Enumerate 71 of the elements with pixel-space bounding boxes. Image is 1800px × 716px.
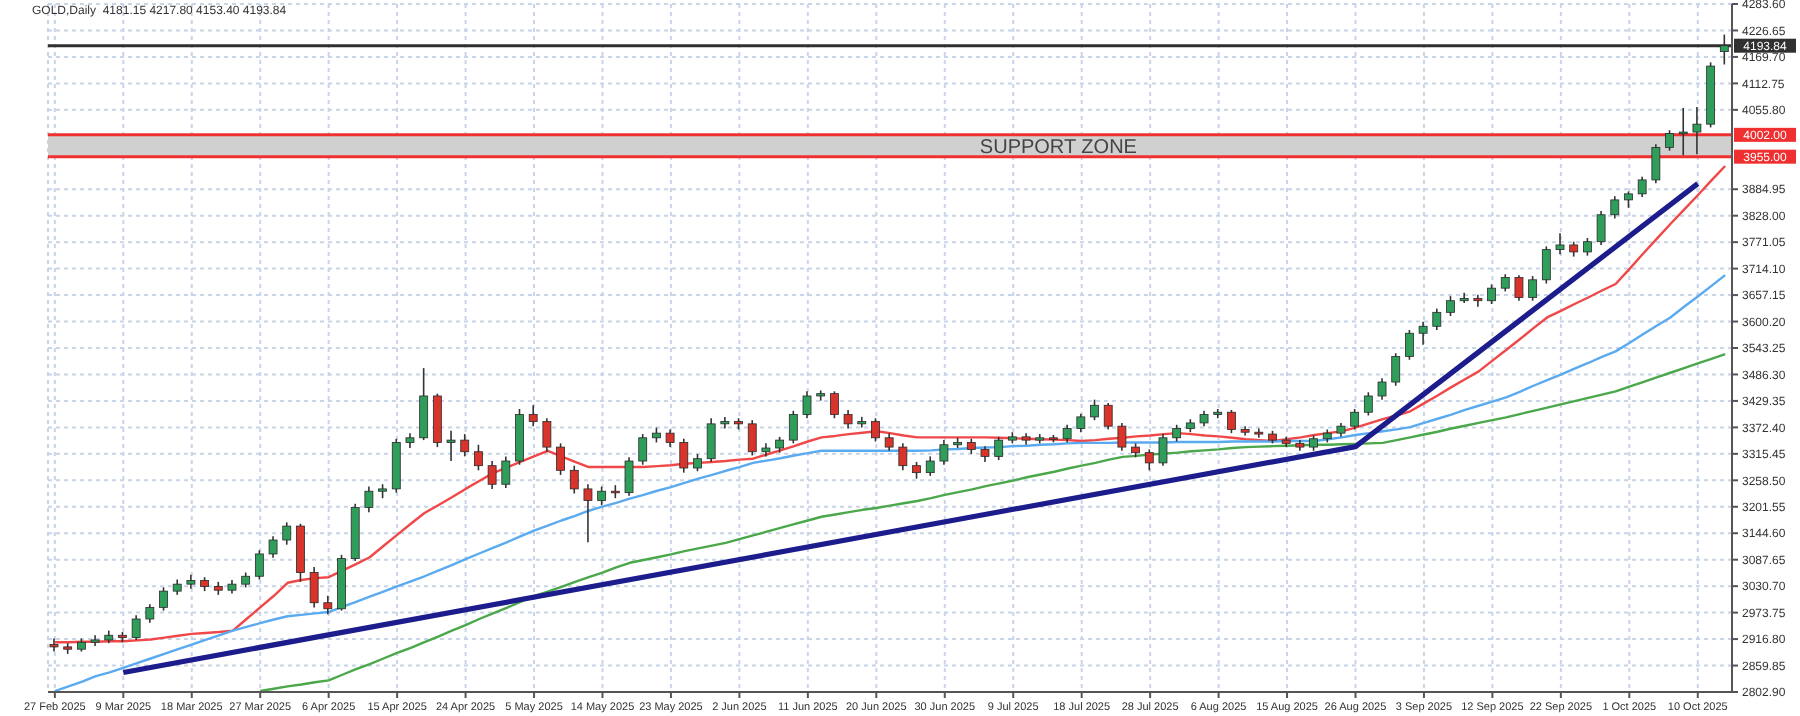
candlestick <box>1446 295 1455 317</box>
candlestick <box>624 456 634 497</box>
candlestick <box>1363 391 1373 417</box>
candlestick <box>939 439 949 466</box>
candlestick <box>254 549 264 581</box>
candlestick <box>268 535 278 559</box>
candlestick <box>432 392 442 448</box>
candlestick <box>446 430 456 462</box>
candlestick <box>542 417 552 453</box>
band-label: SUPPORT ZONE <box>979 136 1138 159</box>
candlestick <box>1418 320 1428 346</box>
candlestick <box>501 455 511 489</box>
candlestick <box>1678 107 1688 157</box>
candlestick <box>1651 143 1661 184</box>
candlestick <box>460 433 470 458</box>
candlestick <box>788 410 798 445</box>
candlestick <box>1103 402 1113 431</box>
line-series <box>259 352 1727 692</box>
candlestick <box>829 390 839 420</box>
candlestick <box>515 408 524 466</box>
candlestick <box>1692 106 1702 156</box>
candlestick <box>391 437 401 494</box>
candlestick <box>364 485 374 513</box>
candlestick <box>1117 422 1127 452</box>
candlestick <box>925 455 935 477</box>
candlestick <box>1637 175 1647 198</box>
candlestick <box>1610 195 1620 220</box>
candlestick <box>1090 398 1099 421</box>
candlestick <box>871 417 880 443</box>
candlestick <box>706 417 716 463</box>
candlestick <box>296 522 305 583</box>
candlestick <box>309 566 319 609</box>
candlestick <box>1076 412 1086 434</box>
candlestick <box>1377 377 1387 401</box>
candlestick <box>159 586 168 612</box>
candlestick <box>1432 307 1442 331</box>
candlestick <box>597 485 607 506</box>
candlestick <box>282 521 292 546</box>
candlestick <box>1665 129 1674 152</box>
candlestick <box>1514 274 1524 302</box>
candlestick <box>474 443 483 472</box>
candlestick <box>1227 409 1236 434</box>
candlestick <box>1350 408 1360 431</box>
line-series <box>53 273 1727 692</box>
candlestick <box>994 436 1004 461</box>
candlestick <box>1487 283 1496 305</box>
candlestick <box>1473 293 1483 308</box>
candlestick <box>569 464 579 495</box>
candlestick <box>1254 427 1264 439</box>
candlestick <box>679 437 689 474</box>
candlestick <box>747 419 757 457</box>
candlestick <box>898 442 908 472</box>
candlestick <box>1144 448 1154 472</box>
candlestick <box>1555 232 1565 256</box>
candlestick <box>131 614 141 641</box>
candlestick <box>1391 352 1401 387</box>
candlestick <box>1541 245 1551 285</box>
candlestick <box>638 433 648 466</box>
candlestick <box>1158 433 1168 467</box>
candlestick <box>802 390 812 420</box>
candlestick <box>323 594 333 616</box>
candlestick <box>145 603 155 624</box>
candlestick <box>556 442 565 476</box>
candlestick <box>419 367 429 441</box>
candlestick <box>528 404 538 427</box>
candlestick <box>1528 275 1538 302</box>
candlestick <box>1405 329 1414 361</box>
candlestick <box>1596 210 1606 246</box>
candlestick <box>487 460 497 490</box>
candlestick <box>583 483 593 544</box>
candlestick <box>843 409 853 430</box>
